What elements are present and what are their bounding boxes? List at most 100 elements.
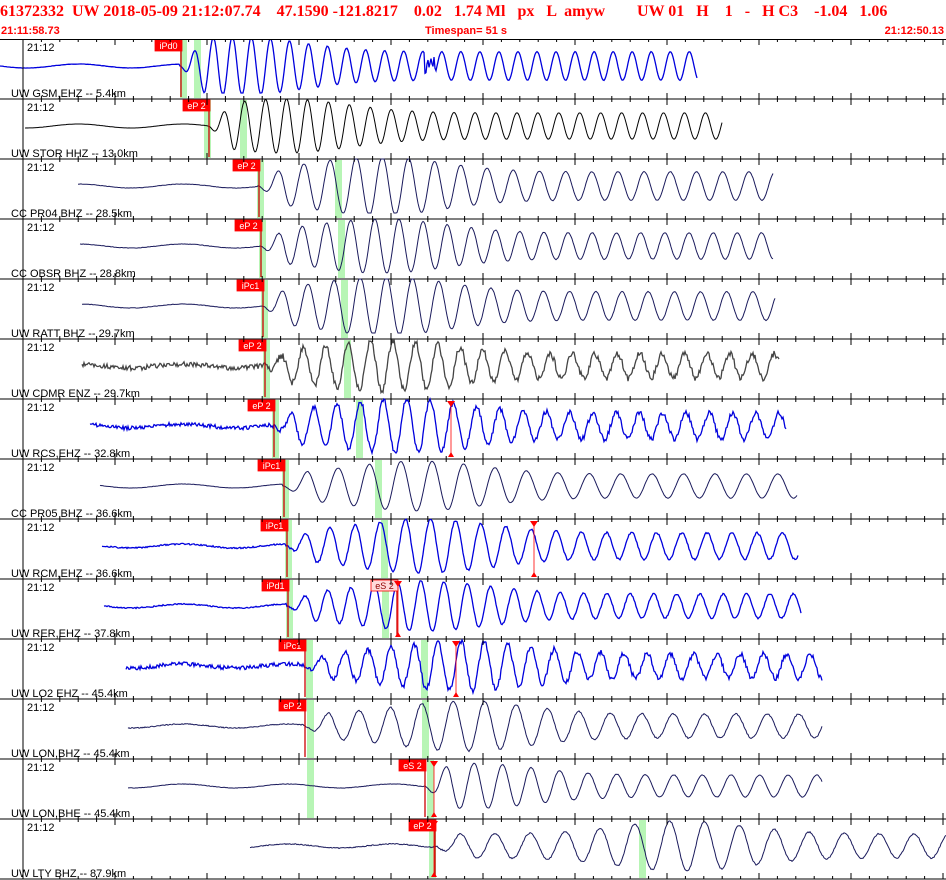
pick-flag[interactable]: [234, 219, 263, 232]
s-arrival-band: [639, 820, 646, 878]
waveform: [77, 158, 774, 214]
p-arrival-band: [261, 280, 268, 338]
amplitude-marker-top: [447, 401, 455, 407]
s-arrival-band: [240, 100, 247, 158]
trace-row[interactable]: iPc1 21:12 UW RATT BHZ -- 29.7km: [0, 278, 946, 340]
event-summary-line: 61372332 UW 2018-05-09 21:12:07.74 47.15…: [0, 3, 888, 20]
waveform: [81, 338, 780, 395]
station-label: UW LTY BHZ -- 87.9km: [11, 868, 126, 880]
trace-row[interactable]: iPd1 eS 2 21:12 UW RER,EHZ -- 37.8km: [0, 579, 946, 640]
pick-flag[interactable]: [247, 399, 276, 412]
pick-flag[interactable]: [278, 699, 307, 712]
minute-label: 21:12: [27, 762, 55, 774]
pick-label: iPc1: [266, 521, 284, 531]
trace-row[interactable]: eP 2 21:12 UW LTY BHZ -- 87.9km: [0, 819, 946, 880]
waveform: [79, 218, 774, 274]
pick-flag[interactable]: [182, 99, 211, 112]
minute-label: 21:12: [27, 42, 55, 54]
minute-label: 21:12: [27, 702, 55, 714]
s-arrival-band: [375, 460, 382, 518]
window-start-time: 21:11:58.73: [1, 25, 60, 37]
station-label: UW LON,BHZ -- 45.4km: [11, 748, 130, 760]
amplitude-marker-bottom: [431, 812, 437, 817]
pick-flag[interactable]: [408, 819, 437, 832]
trace-row[interactable]: iPc1 21:12 UW RCM,EHZ -- 36.6km: [0, 518, 946, 580]
pick-label: eP 2: [252, 401, 270, 411]
station-label: CC PR04 BHZ -- 28.5km: [11, 208, 132, 220]
s-arrival-band: [344, 340, 351, 398]
p-arrival-band: [285, 520, 292, 578]
waveform: [81, 278, 776, 334]
minute-label: 21:12: [27, 522, 55, 534]
trace-row[interactable]: iPc1 21:12 UW LO2 EHZ -- 45.4km: [0, 638, 946, 700]
waveform: [89, 397, 787, 456]
minute-label: 21:12: [27, 342, 55, 354]
waveform: [128, 762, 823, 809]
station-label: UW RCM,EHZ -- 36.6km: [11, 568, 132, 580]
minute-label: 21:12: [27, 462, 55, 474]
pick-label: iPc1: [263, 461, 281, 471]
trace-row[interactable]: eP 2 21:12 UW LON,BHZ -- 45.4km: [0, 699, 946, 760]
pick-flag[interactable]: [398, 759, 427, 772]
pick-label: eP 2: [283, 701, 301, 711]
waveform: [125, 638, 823, 696]
p-arrival-band: [429, 820, 436, 878]
pick-label: iPd0: [159, 41, 177, 51]
amplitude-marker-top: [452, 641, 460, 647]
s-arrival-band: [335, 160, 342, 218]
waveform: [99, 460, 798, 512]
minute-label: 21:12: [27, 162, 55, 174]
waveform: [127, 700, 823, 753]
minute-label: 21:12: [27, 282, 55, 294]
trace-row[interactable]: iPc1 21:12 CC PR05 BHZ -- 36.6km: [0, 459, 946, 520]
trace-row[interactable]: iPd0 21:12 UW GSM,EHZ -- 5.4km: [0, 39, 946, 100]
waveform: [0, 39, 698, 94]
trace-row[interactable]: eP 2 21:12 CC OBSR BHZ -- 28.8km: [0, 218, 946, 280]
pick-flag[interactable]: [238, 339, 267, 352]
timespan-label: Timespan= 51 s: [425, 25, 508, 37]
trace-row[interactable]: eP 2 21:12 UW RCS,EHZ -- 32.8km: [0, 397, 946, 460]
amplitude-marker-bottom: [531, 572, 537, 577]
waveform: [101, 518, 799, 574]
s-arrival-band: [427, 760, 434, 818]
minute-label: 21:12: [27, 822, 55, 834]
pick-flag[interactable]: [232, 159, 261, 172]
trace-row[interactable]: eP 2 21:12 CC PR04 BHZ -- 28.5km: [0, 158, 946, 220]
pick-flag[interactable]: [260, 519, 289, 532]
s-arrival-band: [338, 220, 345, 278]
pick-label: eS 2: [375, 581, 394, 591]
trace-row[interactable]: eP 2 21:12 UW CDMR ENZ -- 29.7km: [0, 338, 946, 400]
minute-label: 21:12: [27, 102, 55, 114]
amplitude-marker-top: [394, 581, 402, 587]
p-arrival-band: [257, 160, 264, 218]
time-range-bar: 21:11:58.73 Timespan= 51 s 21:12:50.13: [0, 24, 946, 38]
pick-label: eP 2: [237, 161, 255, 171]
s-arrival-band: [422, 700, 429, 758]
pick-label: eS 2: [403, 761, 422, 771]
pick-flag[interactable]: [278, 639, 307, 652]
s-arrival-band: [356, 400, 363, 458]
pick-flag[interactable]: [261, 579, 290, 592]
p-arrival-band: [282, 460, 289, 518]
station-label: UW LO2 EHZ -- 45.4km: [11, 688, 128, 700]
pick-flag[interactable]: [236, 279, 265, 292]
pick-label: eP 2: [243, 341, 261, 351]
p-arrival-band: [306, 640, 313, 698]
window-end-time: 21:12:50.13: [884, 25, 944, 37]
s-arrival-band: [381, 520, 388, 578]
trace-row[interactable]: eS 2 21:12 UW LON,BHE -- 45.4km: [0, 759, 946, 820]
pick-flag[interactable]: [257, 459, 286, 472]
waveform: [103, 580, 802, 632]
amplitude-marker-top: [430, 821, 438, 827]
amplitude-marker-top: [530, 521, 538, 527]
station-label: UW RCS,EHZ -- 32.8km: [11, 448, 130, 460]
amplitude-marker-top: [430, 761, 438, 767]
trace-row[interactable]: eP 2 21:12 UW STOR HHZ -- 13.0km: [0, 98, 946, 160]
seismogram-panel[interactable]: iPd0 21:12 UW GSM,EHZ -- 5.4km eP 2 21:12 UW …: [0, 39, 946, 880]
p-arrival-band: [307, 760, 314, 818]
waveform: [25, 98, 723, 154]
station-label: UW RER,EHZ -- 37.8km: [11, 628, 130, 640]
s-arrival-band: [341, 280, 348, 338]
pick-label: iPc1: [284, 641, 302, 651]
s-arrival-band: [194, 40, 201, 98]
